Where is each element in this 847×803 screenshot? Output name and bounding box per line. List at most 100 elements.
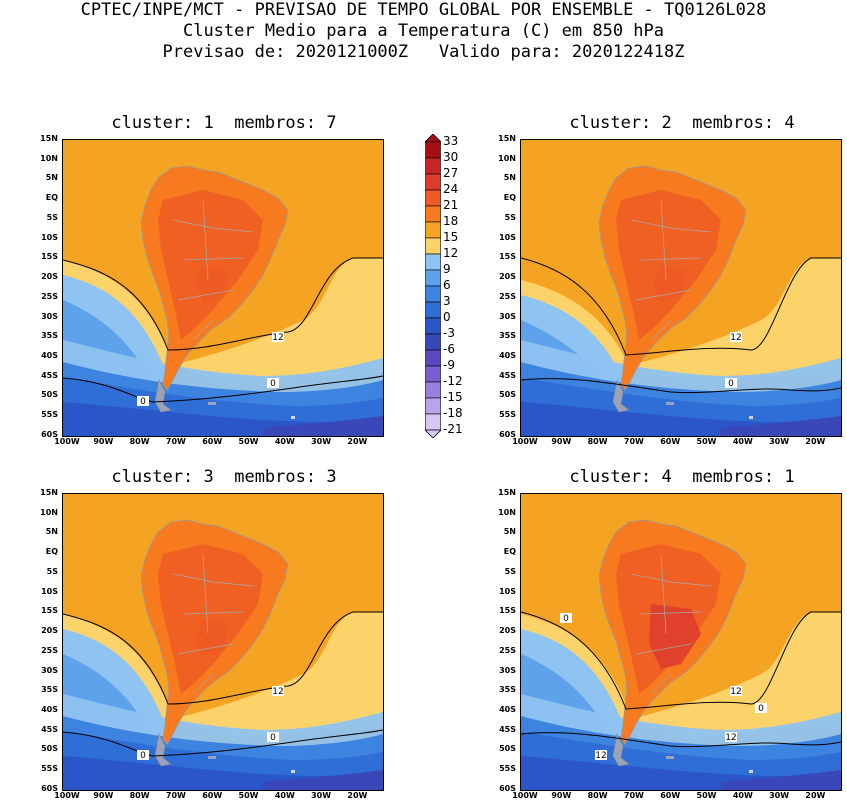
x-tick-label: 100W (512, 791, 538, 800)
y-tick-label: 45S (41, 724, 58, 734)
x-tick-label: 30W (769, 791, 790, 800)
colorbar-level-label: 3 (443, 294, 451, 308)
x-tick-label: 20W (805, 791, 826, 800)
y-tick-label: 15S (499, 252, 516, 262)
contour-label: 0 (728, 379, 734, 389)
colorbar-level-label: 21 (443, 198, 459, 212)
contour-label: 12 (272, 333, 283, 343)
y-tick-label: 20S (41, 272, 58, 282)
colorbar-level-label: 6 (443, 278, 451, 292)
y-tick-label: 55S (41, 764, 58, 774)
contour-label: 0 (140, 751, 146, 761)
panel-4-title: cluster: 4 membros: 1 (569, 467, 795, 487)
y-tick-label: 40S (41, 705, 58, 715)
contour-label: 0 (270, 733, 276, 743)
x-tick-label: 60W (202, 791, 223, 800)
x-tick-label: 20W (805, 437, 826, 446)
x-tick-label: 100W (512, 437, 538, 446)
y-tick-label: 35S (499, 685, 516, 695)
contour-label: 12 (730, 333, 741, 343)
y-tick-label: 60S (499, 783, 516, 793)
colorbar-level-label: -9 (443, 358, 455, 372)
y-tick-label: 5N (45, 527, 58, 537)
colorbar (424, 133, 442, 439)
contour-label: 0 (270, 379, 276, 389)
x-tick-label: 50W (696, 791, 717, 800)
y-tick-label: 10N (498, 153, 516, 163)
x-tick-label: 80W (129, 437, 150, 446)
x-tick-label: 80W (129, 791, 150, 800)
x-tick-label: 40W (274, 437, 295, 446)
y-tick-label: 5S (46, 212, 58, 222)
y-tick-label: 25S (41, 645, 58, 655)
y-tick-label: 30S (41, 665, 58, 675)
x-tick-label: 90W (93, 791, 114, 800)
y-tick-label: 20S (41, 626, 58, 636)
x-tick-label: 40W (732, 437, 753, 446)
header-line-3: Previsao de: 2020121000Z Valido para: 20… (162, 42, 685, 62)
x-tick-label: 70W (165, 437, 186, 446)
y-tick-label: 15S (499, 606, 516, 616)
y-tick-label: 40S (499, 351, 516, 361)
y-tick-label: 5N (503, 173, 516, 183)
y-tick-label: 60S (41, 429, 58, 439)
x-tick-label: 70W (623, 791, 644, 800)
colorbar-level-label: 15 (443, 230, 459, 244)
y-tick-label: 45S (499, 724, 516, 734)
colorbar-level-label: -12 (443, 374, 463, 388)
y-tick-label: 40S (499, 705, 516, 715)
contour-label: 12 (725, 733, 736, 743)
y-tick-label: 45S (41, 370, 58, 380)
x-tick-label: 80W (587, 791, 608, 800)
map-panel-cluster-1: 12 0 0 (62, 139, 384, 437)
colorbar-level-label: 33 (443, 134, 459, 148)
x-tick-label: 90W (551, 791, 572, 800)
x-tick-label: 40W (274, 791, 295, 800)
contour-label: 0 (140, 397, 146, 407)
contour-label: 0 (563, 614, 569, 624)
colorbar-level-label: 24 (443, 182, 459, 196)
x-tick-label: 70W (623, 437, 644, 446)
y-tick-label: 50S (41, 744, 58, 754)
x-tick-label: 50W (696, 437, 717, 446)
x-tick-label: 40W (732, 791, 753, 800)
x-tick-label: 80W (587, 437, 608, 446)
x-tick-label: 60W (660, 791, 681, 800)
y-tick-label: 5N (45, 173, 58, 183)
y-tick-label: 10S (499, 232, 516, 242)
contour-label: 12 (595, 751, 606, 761)
y-tick-label: 10S (41, 586, 58, 596)
panel-1-title: cluster: 1 membros: 7 (111, 113, 337, 133)
colorbar-level-label: -18 (443, 406, 463, 420)
colorbar-level-label: -3 (443, 326, 455, 340)
y-tick-label: 45S (499, 370, 516, 380)
y-tick-label: 35S (499, 331, 516, 341)
y-tick-label: 10S (41, 232, 58, 242)
y-tick-label: 55S (499, 764, 516, 774)
colorbar-level-label: 30 (443, 150, 459, 164)
y-tick-label: 30S (41, 311, 58, 321)
y-tick-label: 5S (46, 566, 58, 576)
panel-3-title: cluster: 3 membros: 3 (111, 467, 337, 487)
y-tick-label: 10S (499, 586, 516, 596)
y-tick-label: 10N (40, 507, 58, 517)
y-tick-label: 60S (499, 429, 516, 439)
y-tick-label: EQ (45, 547, 58, 557)
y-tick-label: 50S (499, 390, 516, 400)
y-tick-label: 15S (41, 606, 58, 616)
x-tick-label: 30W (769, 437, 790, 446)
contour-label: 0 (758, 704, 764, 714)
contour-label: 12 (272, 687, 283, 697)
contour-label: 12 (730, 687, 741, 697)
header-line-2: Cluster Medio para a Temperatura (C) em … (182, 21, 665, 41)
panel-2-title: cluster: 2 membros: 4 (569, 113, 795, 133)
map-panel-cluster-2: 12 0 (520, 139, 842, 437)
y-tick-label: 25S (499, 645, 516, 655)
x-tick-label: 60W (202, 437, 223, 446)
y-tick-label: 15N (498, 488, 516, 497)
x-tick-label: 30W (311, 791, 332, 800)
x-tick-label: 90W (93, 437, 114, 446)
x-tick-label: 100W (54, 437, 80, 446)
y-tick-label: 55S (499, 410, 516, 420)
x-tick-label: 60W (660, 437, 681, 446)
